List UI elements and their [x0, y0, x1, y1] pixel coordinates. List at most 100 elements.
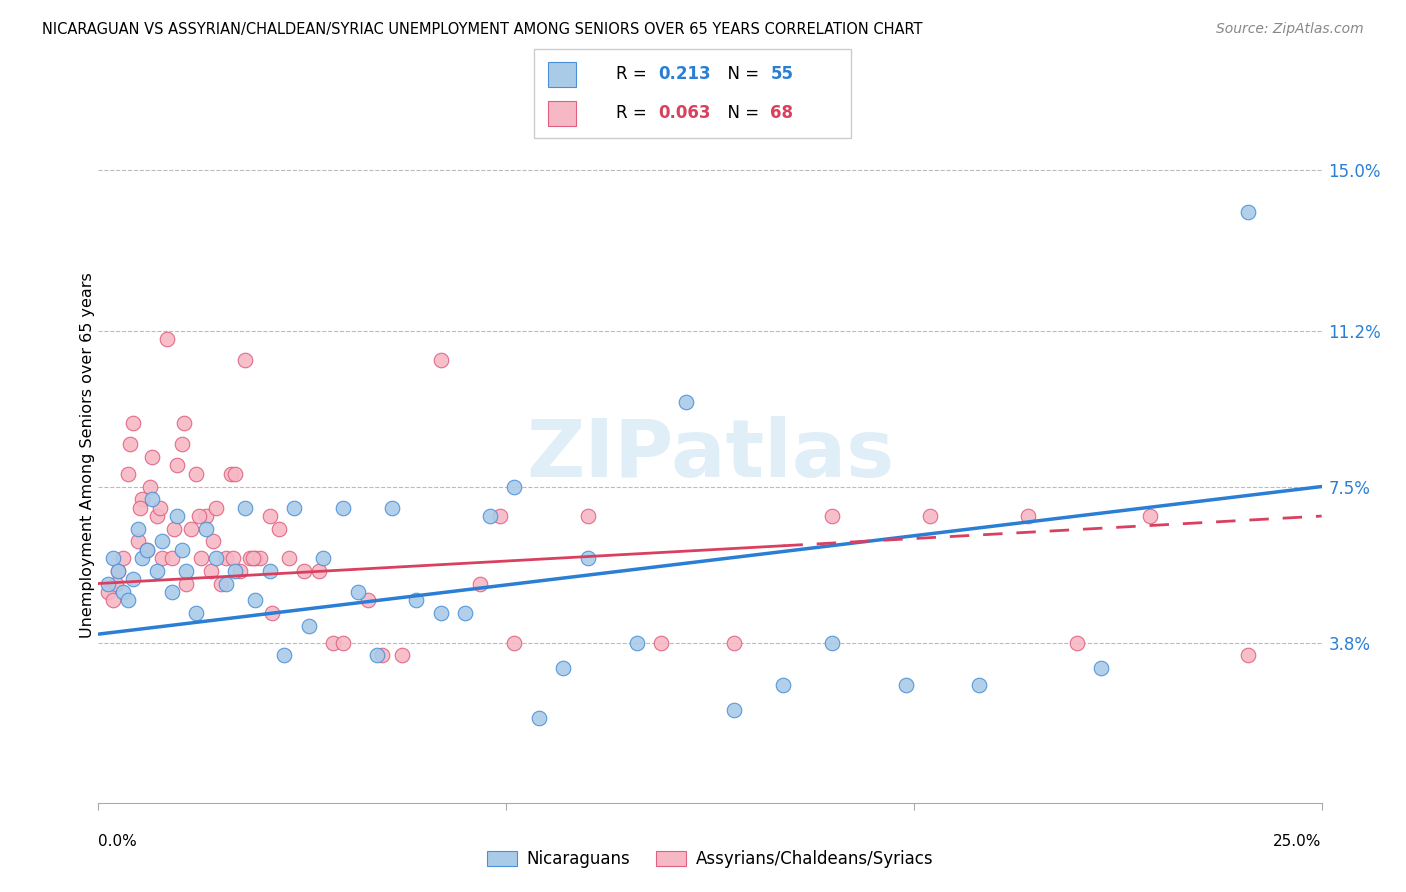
Point [1090, 661, 1112, 675]
Point [205, 500, 228, 515]
Point [146, 509, 169, 524]
Point [195, 509, 218, 524]
Point [180, 522, 202, 536]
Point [262, 606, 284, 620]
Point [131, 551, 153, 566]
Point [111, 585, 134, 599]
Point [312, 551, 335, 566]
Text: R =: R = [616, 104, 652, 122]
Point [160, 551, 183, 566]
Point [1237, 205, 1260, 219]
Point [650, 635, 672, 649]
Point [920, 509, 942, 524]
Point [967, 678, 990, 692]
Point [117, 593, 139, 607]
Point [97, 576, 120, 591]
Point [141, 450, 163, 464]
Point [205, 551, 228, 566]
Point [136, 542, 159, 557]
Point [269, 522, 291, 536]
Point [1017, 509, 1039, 524]
Point [553, 661, 575, 675]
Point [233, 353, 256, 368]
Point [170, 437, 193, 451]
Point [170, 542, 193, 557]
Text: 25.0%: 25.0% [1274, 834, 1322, 849]
Point [136, 542, 159, 557]
Point [117, 467, 139, 481]
Point [214, 576, 236, 591]
Point [278, 551, 301, 566]
Point [160, 585, 183, 599]
Point [332, 500, 354, 515]
Point [468, 576, 491, 591]
Point [200, 564, 222, 578]
Point [292, 564, 315, 578]
Point [101, 551, 124, 566]
Point [214, 551, 236, 566]
Point [107, 564, 129, 578]
Point [772, 678, 794, 692]
Point [1066, 635, 1088, 649]
Point [273, 648, 295, 663]
Point [454, 606, 477, 620]
Point [156, 332, 179, 346]
Text: N =: N = [717, 65, 765, 83]
Point [195, 522, 218, 536]
Point [821, 635, 844, 649]
Text: NICARAGUAN VS ASSYRIAN/CHALDEAN/SYRIAC UNEMPLOYMENT AMONG SENIORS OVER 65 YEARS : NICARAGUAN VS ASSYRIAN/CHALDEAN/SYRIAC U… [42, 22, 922, 37]
Point [166, 458, 188, 473]
Point [209, 576, 232, 591]
Point [131, 492, 153, 507]
Point [576, 509, 599, 524]
Point [322, 635, 344, 649]
Text: ZIPatlas: ZIPatlas [526, 416, 894, 494]
Point [371, 648, 394, 663]
Point [229, 564, 252, 578]
Text: 55: 55 [770, 65, 793, 83]
Point [1139, 509, 1161, 524]
Point [139, 479, 162, 493]
Point [163, 522, 186, 536]
Point [97, 585, 120, 599]
Point [723, 635, 745, 649]
Point [430, 606, 453, 620]
Point [104, 576, 127, 591]
Point [527, 711, 550, 725]
Point [121, 572, 143, 586]
Text: Source: ZipAtlas.com: Source: ZipAtlas.com [1216, 22, 1364, 37]
Point [150, 534, 173, 549]
Point [239, 551, 262, 566]
Point [821, 509, 844, 524]
Point [381, 500, 404, 515]
Point [107, 564, 129, 578]
Point [675, 395, 697, 409]
Point [176, 576, 198, 591]
Point [224, 564, 246, 578]
Point [202, 534, 225, 549]
Point [190, 551, 212, 566]
Point [405, 593, 427, 607]
Point [166, 509, 188, 524]
Point [176, 564, 198, 578]
Legend: Nicaraguans, Assyrians/Chaldeans/Syriacs: Nicaraguans, Assyrians/Chaldeans/Syriacs [481, 843, 939, 874]
Point [259, 509, 281, 524]
Point [187, 509, 209, 524]
Y-axis label: Unemployment Among Seniors over 65 years: Unemployment Among Seniors over 65 years [80, 272, 94, 638]
Point [503, 635, 526, 649]
Point [141, 492, 163, 507]
Text: 0.213: 0.213 [658, 65, 710, 83]
Point [478, 509, 501, 524]
Point [894, 678, 917, 692]
Text: 0.063: 0.063 [658, 104, 710, 122]
Point [146, 564, 169, 578]
Point [576, 551, 599, 566]
Point [173, 417, 195, 431]
Point [127, 522, 149, 536]
Point [111, 551, 134, 566]
Point [186, 606, 208, 620]
Point [346, 585, 368, 599]
Point [503, 479, 526, 493]
Point [488, 509, 510, 524]
Point [243, 593, 266, 607]
